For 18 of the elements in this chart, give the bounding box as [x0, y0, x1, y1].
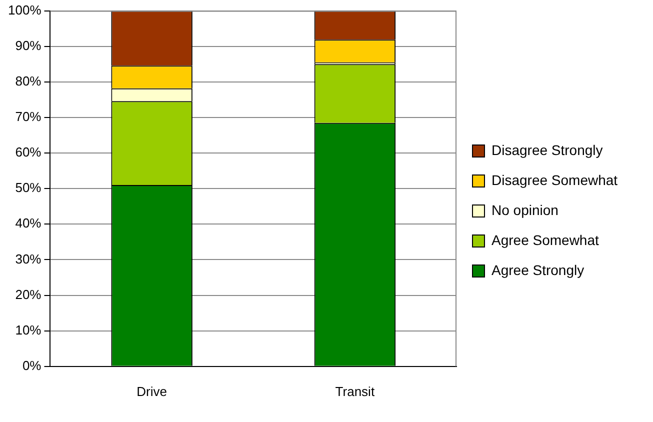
legend-label: Agree Somewhat — [492, 232, 600, 248]
y-tick-label: 90% — [15, 38, 42, 53]
y-tick-label: 0% — [22, 358, 42, 373]
x-tick-label: Transit — [335, 384, 375, 399]
x-tick-label: Drive — [136, 384, 167, 399]
y-tick-label: 80% — [15, 74, 42, 88]
legend-label: Agree Strongly — [492, 262, 584, 278]
legend-label: Disagree Strongly — [492, 142, 603, 158]
y-tick-label: 50% — [15, 180, 42, 196]
y-tick-label: 100% — [8, 2, 42, 18]
legend-label: No opinion — [492, 202, 558, 218]
legend-label: Disagree Somewhat — [492, 172, 618, 188]
y-tick-label: 10% — [15, 322, 42, 338]
y-tick-label: 20% — [15, 286, 42, 302]
y-tick-label: 70% — [15, 109, 42, 124]
y-tick-label: 60% — [15, 144, 42, 160]
y-tick-label: 40% — [15, 216, 42, 231]
y-tick-label: 30% — [15, 251, 42, 266]
